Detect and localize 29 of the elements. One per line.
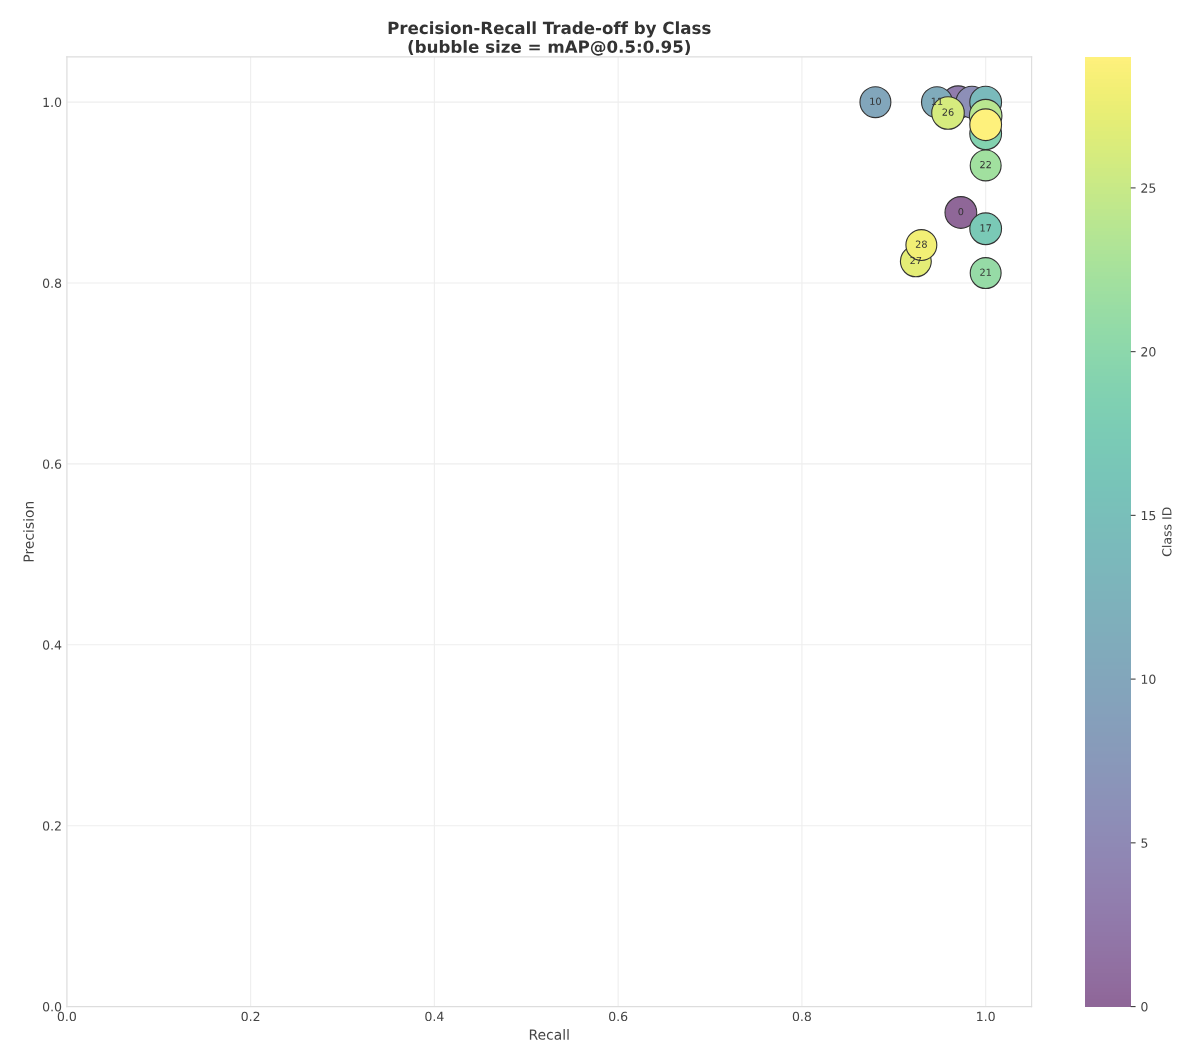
y-tick-label: 0.4 — [42, 640, 62, 650]
y-tick-label: 0.8 — [42, 278, 62, 288]
y-tick-label: 0.0 — [42, 1002, 62, 1012]
annotation: 28 — [915, 240, 927, 248]
color-bar-label: 20 — [1141, 347, 1156, 357]
annotation: 0 — [958, 207, 964, 216]
y-tick-label: 0.6 — [42, 459, 62, 469]
annotation: 10 — [870, 97, 881, 105]
y-tick-label: 0.2 — [42, 821, 61, 831]
annotation: 26 — [942, 108, 954, 116]
color-bar-label: 10 — [1141, 674, 1156, 685]
annotation: 21 — [980, 268, 991, 276]
x-tick-label: 0.2 — [241, 1011, 260, 1022]
x-tick-label: 0.4 — [425, 1011, 444, 1022]
color-bar-label: 25 — [1141, 183, 1156, 193]
x-tick-label: 0.6 — [609, 1011, 628, 1022]
color-bar-title: Class ID — [1161, 507, 1172, 557]
annotation: 17 — [980, 224, 992, 232]
color-bar-label: 5 — [1141, 838, 1148, 848]
y-axis-title: Precision — [23, 501, 34, 562]
x-tick-label: 0.0 — [57, 1011, 76, 1022]
chart-title: Precision-Recall Trade-off by Class (bubble size = mAP@0.5:0.95) — [388, 21, 711, 56]
x-tick-label: 0.8 — [792, 1011, 811, 1022]
y-tick-label: 1.0 — [43, 97, 62, 108]
annotation: 22 — [980, 160, 991, 169]
x-tick-label: 1.0 — [977, 1011, 995, 1022]
color-bar-label: 0 — [1141, 1002, 1148, 1012]
x-axis-title: Recall — [529, 1029, 569, 1040]
color-bar-label: 15 — [1141, 511, 1156, 521]
